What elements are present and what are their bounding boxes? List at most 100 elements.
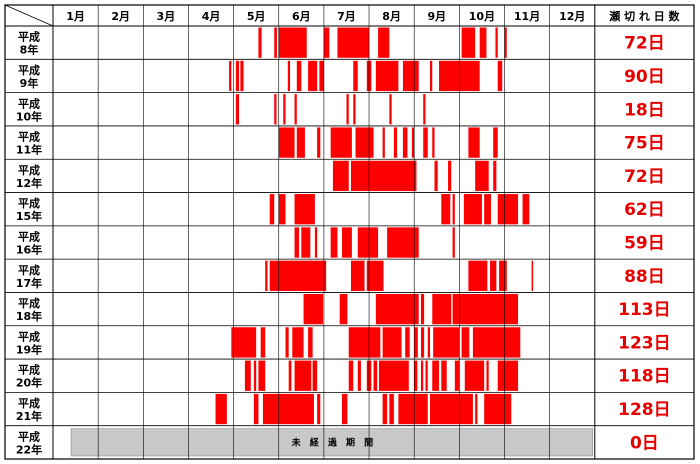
drying-period-bar	[317, 393, 321, 425]
drying-period-bar	[296, 127, 305, 158]
year-label-line2: 11年	[16, 143, 42, 157]
drying-period-bar	[294, 194, 315, 225]
drying-period-bar	[353, 60, 358, 92]
drying-period-bar	[215, 393, 227, 425]
drying-period-bar	[464, 360, 485, 391]
drying-days-value: 72日	[624, 167, 665, 187]
drying-period-bar	[312, 360, 318, 391]
drying-period-bar	[341, 393, 348, 425]
drying-period-bar	[260, 327, 266, 358]
drying-period-bar	[432, 293, 452, 325]
year-label-line2: 19年	[16, 342, 42, 356]
drying-period-bar	[283, 94, 286, 125]
drying-period-bar	[475, 160, 489, 192]
drying-period-bar	[402, 60, 419, 92]
drying-period-bar	[490, 260, 497, 291]
drying-days-value: 113日	[618, 300, 671, 320]
drying-period-bar	[461, 27, 476, 58]
drying-period-bar	[522, 194, 530, 225]
drying-period-bar	[434, 160, 438, 192]
drying-period-bar	[269, 260, 327, 291]
drying-period-bar	[398, 393, 428, 425]
drying-period-bar	[231, 327, 257, 358]
drying-period-bar	[486, 360, 489, 391]
drying-period-bar	[278, 27, 307, 58]
month-label: 11月	[514, 10, 540, 23]
drying-period-bar	[448, 160, 452, 192]
month-label: 4月	[202, 10, 221, 23]
drying-period-bar	[229, 60, 232, 92]
drying-days-value: 62日	[624, 200, 665, 220]
drying-periods	[215, 27, 534, 425]
drying-period-bar	[258, 27, 262, 58]
drying-period-bar	[357, 227, 379, 258]
year-label-line2: 20年	[16, 376, 42, 390]
drying-period-bar	[350, 160, 417, 192]
month-label: 1月	[66, 10, 85, 23]
drying-period-bar	[402, 127, 408, 158]
year-label-line2: 15年	[16, 209, 42, 223]
drying-period-bar	[414, 327, 418, 358]
drying-period-bar	[495, 27, 498, 58]
year-label-line1: 平成	[18, 196, 40, 210]
drying-period-bar	[314, 227, 318, 258]
year-label-line2: 18年	[16, 309, 42, 323]
drying-period-bar	[414, 360, 418, 391]
drying-period-bar	[484, 194, 491, 225]
drying-period-bar	[253, 360, 257, 391]
year-label-line1: 平成	[18, 429, 40, 443]
drying-period-bar	[463, 194, 482, 225]
drying-period-bar	[531, 260, 534, 291]
month-label: 12月	[559, 10, 585, 23]
drying-period-bar	[235, 60, 240, 92]
drying-days-value: 90日	[624, 67, 665, 87]
drying-period-bar	[278, 127, 295, 158]
unelapsed-period-band	[70, 428, 594, 457]
drying-period-bar	[454, 360, 460, 391]
drying-days-value: 18日	[624, 100, 665, 120]
drying-days-value: 0日	[630, 433, 659, 453]
drying-period-bar	[308, 327, 313, 358]
month-label: 8月	[382, 10, 401, 23]
drying-period-bar	[294, 94, 297, 125]
drying-period-bar	[468, 260, 488, 291]
drying-days-value: 75日	[624, 134, 665, 154]
drying-period-bar	[441, 194, 451, 225]
year-label-line1: 平成	[18, 329, 40, 343]
drying-period-bar	[497, 194, 519, 225]
drying-period-bar	[373, 360, 378, 391]
drying-period-bar	[319, 60, 324, 92]
drying-period-bar	[357, 360, 361, 391]
chart-labels: 1月 2月 3月 4月 5月 6月 7月 8月 9月 10月 11月 12月瀬 切 れ 日 数平成8年…	[16, 9, 681, 456]
year-label-line2: 8年	[20, 43, 39, 57]
drying-period-bar	[375, 293, 419, 325]
year-label-line1: 平成	[18, 163, 40, 177]
year-label-line1: 平成	[18, 296, 40, 310]
drying-period-bar	[296, 60, 302, 92]
month-label: 10月	[469, 10, 495, 23]
drying-period-bar	[355, 127, 374, 158]
drying-period-bar	[452, 194, 455, 225]
drying-period-bar	[303, 293, 323, 325]
drying-period-bar	[278, 194, 286, 225]
chart-border	[4, 4, 695, 460]
drying-period-bar	[430, 60, 433, 92]
year-label-line1: 平成	[18, 130, 40, 144]
drying-period-bar	[441, 360, 447, 391]
drying-period-bar	[353, 94, 356, 125]
drying-period-bar	[484, 393, 512, 425]
year-label-line1: 平成	[18, 230, 40, 244]
month-label: 7月	[337, 10, 356, 23]
drying-days-value: 59日	[624, 234, 665, 254]
drying-period-bar	[497, 360, 519, 391]
month-label: 2月	[111, 10, 130, 23]
drying-period-bar	[235, 94, 240, 125]
month-label: 5月	[247, 10, 266, 23]
drying-period-bar	[265, 260, 268, 291]
drying-period-bar	[348, 360, 354, 391]
drying-period-bar	[479, 27, 487, 58]
drying-period-bar	[330, 227, 338, 258]
drying-period-bar	[382, 127, 385, 158]
drying-period-bar	[262, 393, 314, 425]
year-label-line1: 平成	[18, 96, 40, 110]
